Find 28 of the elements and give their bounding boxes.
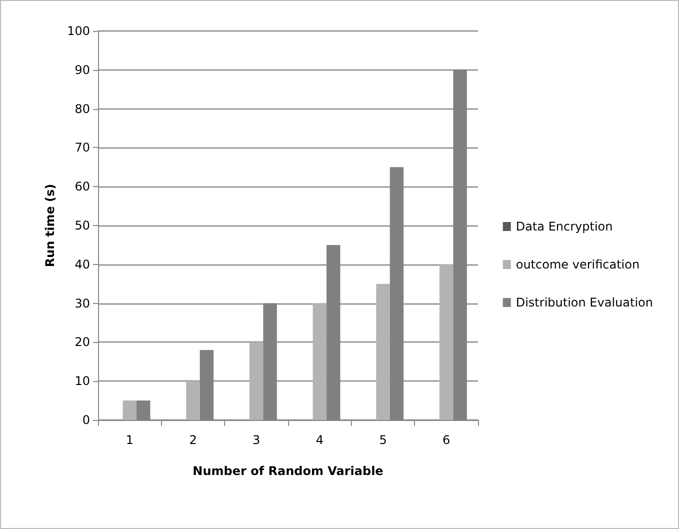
y-tick-label: 60 — [74, 180, 90, 194]
x-tick-label: 4 — [316, 433, 324, 447]
y-tick-label: 80 — [74, 102, 90, 116]
y-tick-label: 20 — [74, 335, 90, 350]
y-axis-title: Run time (s) — [43, 184, 58, 268]
bar — [122, 400, 137, 420]
x-tick-label: 5 — [379, 433, 387, 447]
x-tick-label: 2 — [189, 433, 197, 447]
bar — [376, 284, 390, 420]
x-axis-title: Number of Random Variable — [192, 464, 384, 478]
bar — [249, 342, 264, 420]
y-tick-label: 40 — [74, 257, 90, 272]
bar — [439, 264, 454, 420]
y-tick-label: 50 — [74, 218, 90, 232]
bar — [186, 381, 200, 420]
y-tick-label: 0 — [82, 413, 90, 427]
bar — [312, 303, 327, 420]
y-tick-label: 10 — [74, 374, 90, 388]
x-tick-label: 1 — [126, 433, 134, 447]
y-tick-label: 70 — [74, 140, 90, 155]
y-tick-label: 90 — [74, 62, 90, 77]
legend-label: Distribution Evaluation — [516, 296, 653, 310]
x-tick-label: 3 — [252, 433, 260, 447]
legend-label: Data Encryption — [516, 220, 613, 234]
y-tick-label: 100 — [67, 24, 90, 38]
legend-label: outcome verification — [516, 258, 640, 272]
y-tick-label: 30 — [74, 296, 90, 310]
x-tick-label: 6 — [442, 433, 450, 447]
